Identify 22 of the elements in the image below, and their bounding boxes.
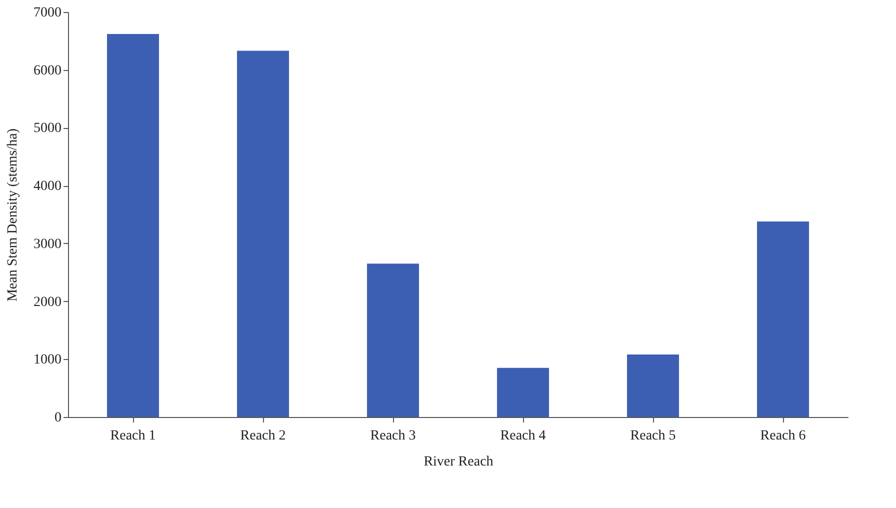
y-tick-label: 3000 [34,236,62,252]
y-tick-label: 0 [54,410,62,426]
bar [497,368,549,417]
x-tick-label: Reach 1 [110,428,156,444]
bar [107,34,159,417]
y-tick-label: 6000 [34,63,62,78]
bar [367,264,419,417]
bar [757,221,809,417]
y-tick-label: 7000 [34,6,62,20]
y-tick-label: 2000 [34,294,62,310]
x-tick-label: Reach 2 [240,428,286,444]
x-axis-title: River Reach [424,454,494,470]
x-tick-label: Reach 4 [500,428,546,444]
y-tick-label: 1000 [34,352,62,368]
bar [237,50,289,417]
x-tick-label: Reach 5 [630,428,676,444]
x-tick-label: Reach 3 [370,428,416,444]
x-tick-label: Reach 6 [760,428,806,444]
y-axis-title: Mean Stem Density (stems/ha) [6,128,20,302]
y-tick-label: 4000 [34,179,62,194]
bar [627,354,679,417]
y-tick-label: 5000 [34,121,62,136]
